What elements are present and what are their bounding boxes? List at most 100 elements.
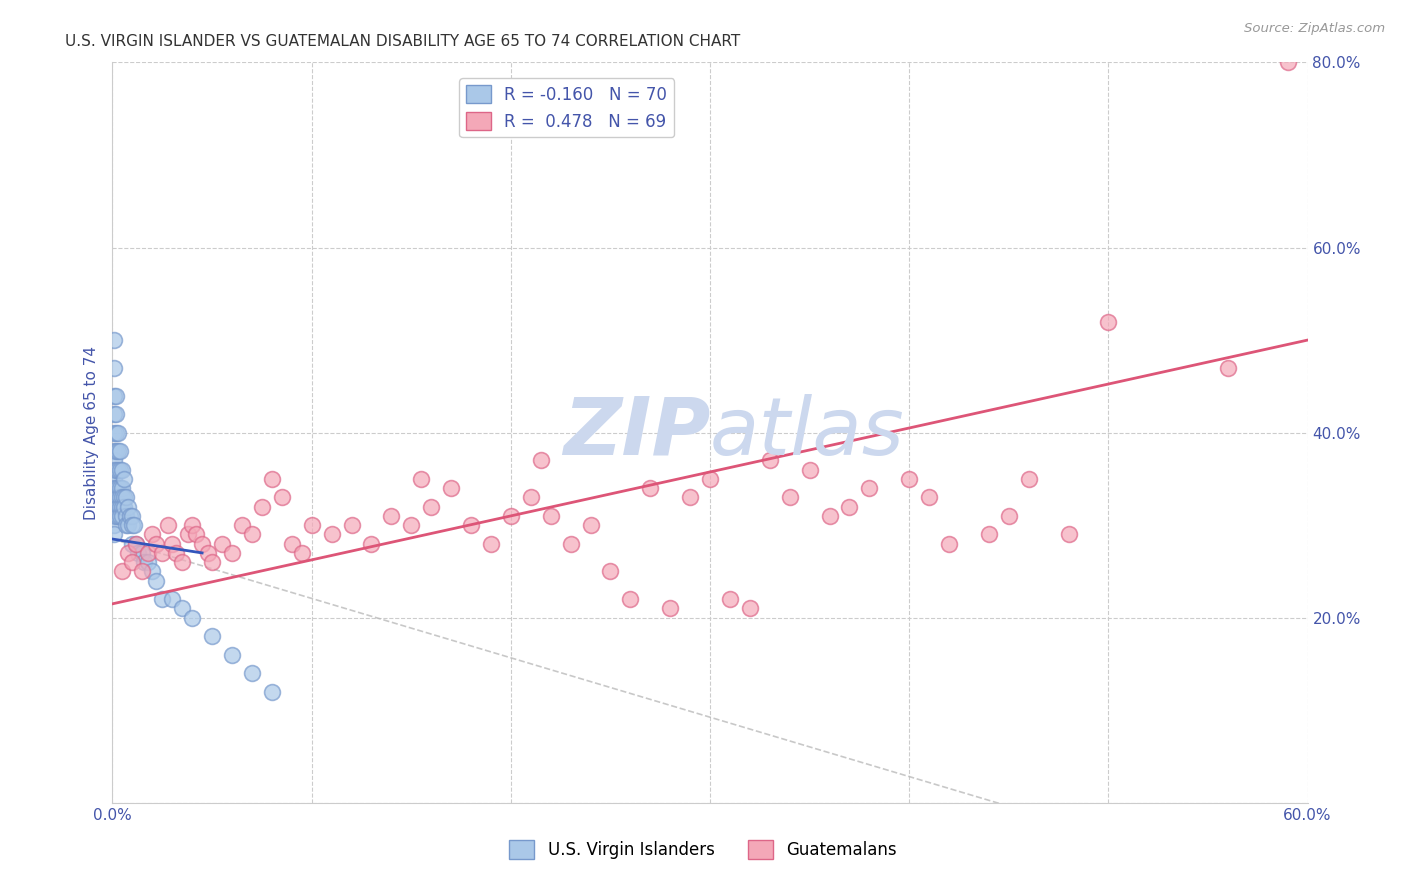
Point	[579, 518, 602, 533]
Point	[105, 500, 128, 514]
Point	[640, 481, 662, 495]
Point	[1057, 527, 1080, 541]
Point	[211, 536, 233, 550]
Point	[250, 500, 273, 514]
Point	[111, 565, 134, 579]
Y-axis label: Disability Age 65 to 74: Disability Age 65 to 74	[84, 345, 100, 520]
Point	[111, 491, 134, 505]
Point	[321, 527, 343, 541]
Point	[105, 388, 128, 402]
Point	[177, 527, 200, 541]
Point	[107, 508, 129, 523]
Point	[103, 407, 125, 421]
Point	[107, 481, 129, 495]
Point	[120, 508, 142, 523]
Point	[103, 527, 125, 541]
Point	[105, 481, 128, 495]
Point	[150, 546, 173, 560]
Point	[105, 425, 128, 440]
Point	[103, 333, 125, 347]
Point	[115, 518, 138, 533]
Point	[530, 453, 553, 467]
Point	[114, 500, 135, 514]
Point	[117, 546, 139, 560]
Point	[340, 518, 363, 533]
Point	[659, 601, 682, 615]
Point	[103, 481, 125, 495]
Point	[103, 462, 125, 476]
Point	[115, 491, 138, 505]
Point	[107, 444, 129, 458]
Point	[110, 508, 132, 523]
Point	[111, 500, 134, 514]
Point	[560, 536, 582, 550]
Point	[114, 491, 135, 505]
Point	[103, 425, 125, 440]
Text: atlas: atlas	[710, 393, 905, 472]
Point	[111, 481, 134, 495]
Point	[105, 407, 128, 421]
Point	[260, 685, 283, 699]
Point	[479, 536, 502, 550]
Point	[738, 601, 761, 615]
Point	[103, 360, 125, 375]
Point	[110, 500, 132, 514]
Point	[411, 472, 433, 486]
Point	[105, 508, 128, 523]
Point	[103, 444, 125, 458]
Point	[281, 536, 304, 550]
Point	[172, 555, 194, 569]
Point	[838, 500, 860, 514]
Point	[977, 527, 1000, 541]
Point	[599, 565, 621, 579]
Point	[440, 481, 463, 495]
Point	[157, 518, 180, 533]
Point	[141, 527, 163, 541]
Point	[898, 472, 921, 486]
Point	[799, 462, 821, 476]
Point	[420, 500, 443, 514]
Point	[103, 518, 125, 533]
Point	[103, 472, 125, 486]
Point	[105, 462, 128, 476]
Point	[110, 462, 132, 476]
Point	[360, 536, 382, 550]
Point	[110, 481, 132, 495]
Point	[103, 453, 125, 467]
Point	[107, 425, 129, 440]
Point	[520, 491, 543, 505]
Point	[679, 491, 702, 505]
Point	[103, 508, 125, 523]
Point	[172, 601, 194, 615]
Point	[150, 592, 173, 607]
Point	[499, 508, 522, 523]
Point	[121, 555, 143, 569]
Point	[105, 444, 128, 458]
Point	[125, 536, 148, 550]
Point	[145, 574, 167, 588]
Point	[1097, 314, 1119, 328]
Point	[124, 518, 146, 533]
Point	[291, 546, 314, 560]
Point	[260, 472, 283, 486]
Point	[131, 565, 153, 579]
Point	[197, 546, 219, 560]
Point	[718, 592, 741, 607]
Point	[111, 508, 134, 523]
Point	[186, 527, 208, 541]
Point	[460, 518, 482, 533]
Point	[818, 508, 841, 523]
Point	[121, 518, 143, 533]
Point	[191, 536, 214, 550]
Text: Source: ZipAtlas.com: Source: ZipAtlas.com	[1244, 22, 1385, 36]
Point	[110, 491, 132, 505]
Point	[127, 546, 149, 560]
Legend: U.S. Virgin Islanders, Guatemalans: U.S. Virgin Islanders, Guatemalans	[502, 834, 904, 866]
Point	[165, 546, 187, 560]
Point	[759, 453, 782, 467]
Point	[103, 491, 125, 505]
Point	[699, 472, 721, 486]
Point	[619, 592, 641, 607]
Point	[1216, 360, 1239, 375]
Point	[240, 666, 263, 681]
